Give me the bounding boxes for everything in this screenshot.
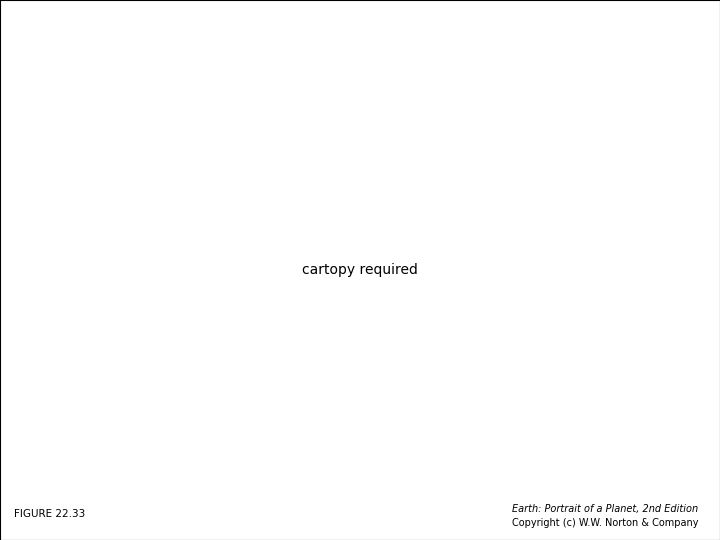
Text: Earth: Portrait of a Planet, 2nd Edition: Earth: Portrait of a Planet, 2nd Edition (512, 504, 698, 514)
Text: Copyright (c) W.W. Norton & Company: Copyright (c) W.W. Norton & Company (512, 518, 698, 528)
Text: cartopy required: cartopy required (302, 263, 418, 277)
Text: FIGURE 22.33: FIGURE 22.33 (14, 509, 86, 519)
